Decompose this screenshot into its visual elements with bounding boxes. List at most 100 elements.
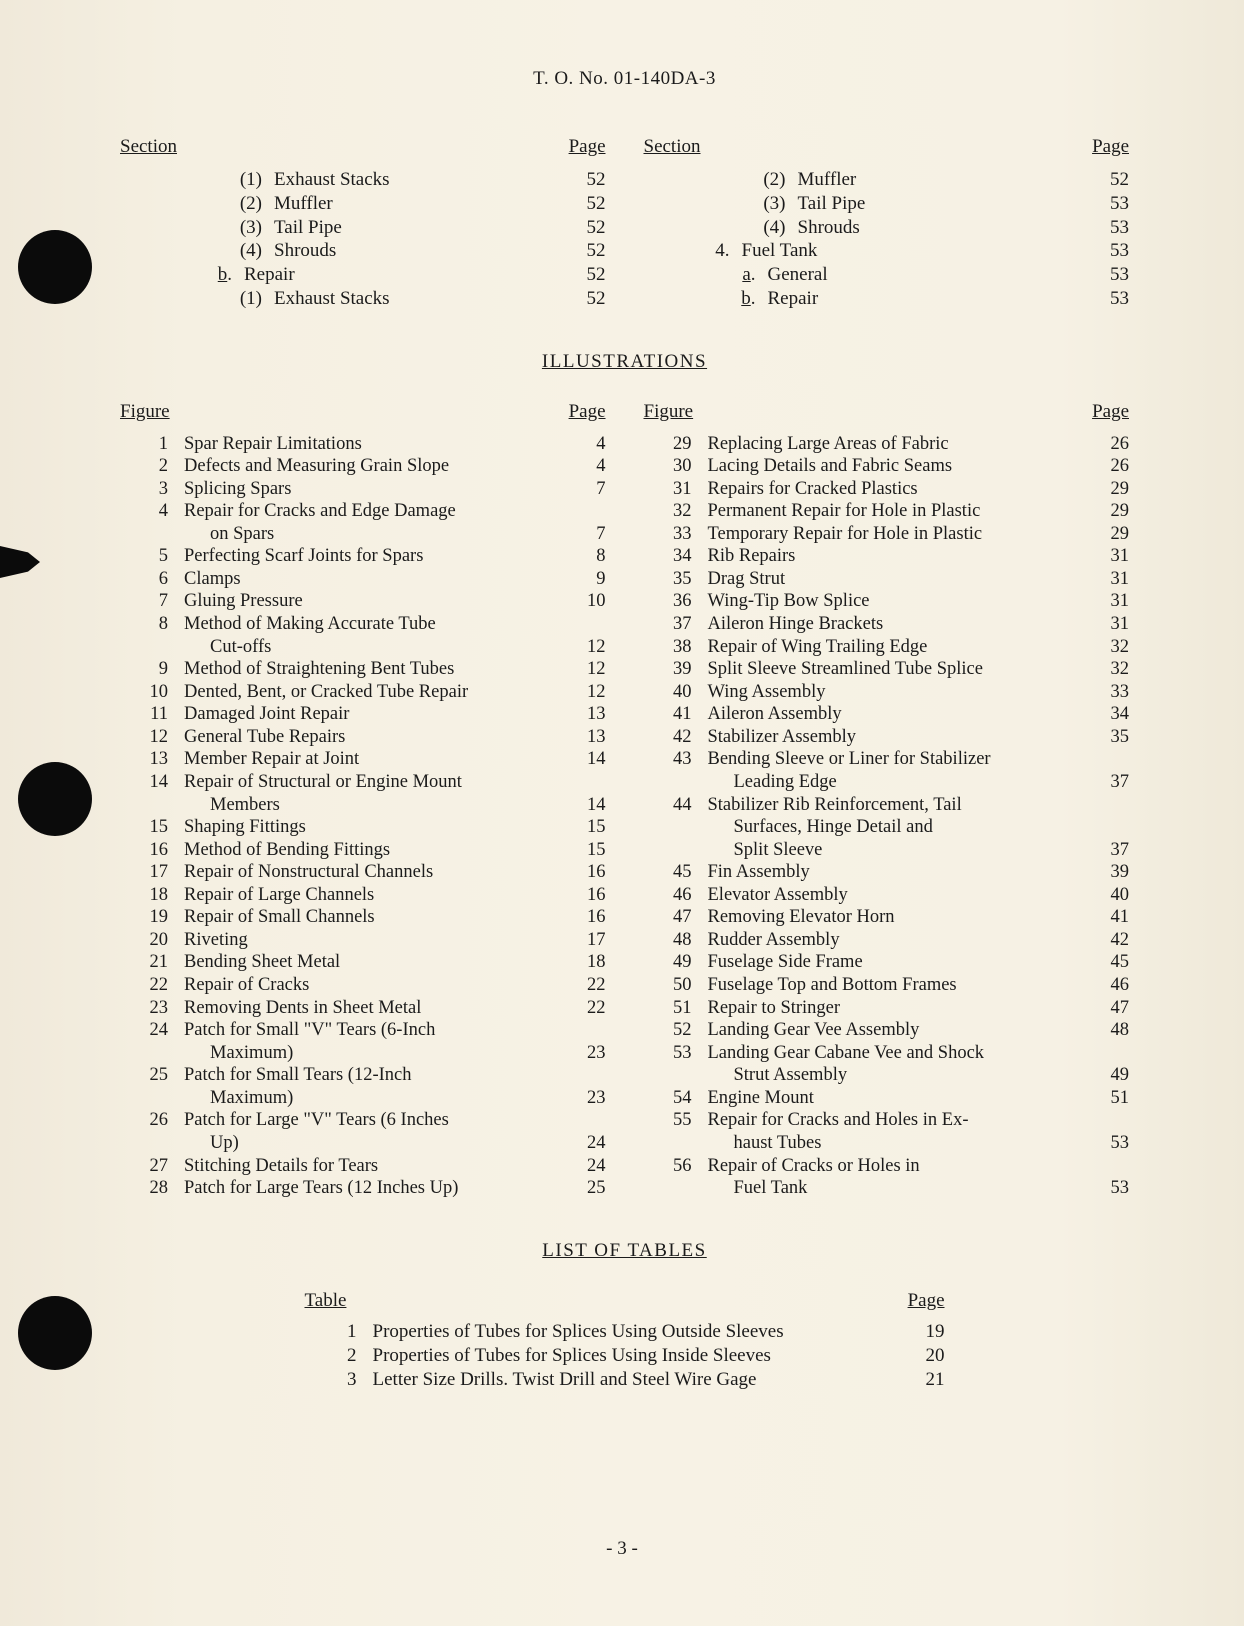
sections-toc: Section Page (1)Exhaust Stacks52(2)Muffl… <box>120 136 1129 311</box>
figure-title: Patch for Small "V" Tears (6-Inch <box>184 1019 564 1042</box>
figure-row: 29Replacing Large Areas of Fabric26 <box>644 433 1130 456</box>
figure-number: 49 <box>644 951 708 974</box>
figure-page: 31 <box>1087 545 1129 568</box>
figure-title: Defects and Measuring Grain Slope <box>184 455 564 478</box>
figure-number: 23 <box>120 997 184 1020</box>
figure-title: Method of Straightening Bent Tubes <box>184 658 564 681</box>
toc-section-row: (4)Shrouds53 <box>644 216 1130 240</box>
figure-page: 4 <box>564 433 606 456</box>
figure-page: 25 <box>564 1177 606 1200</box>
figure-number: 33 <box>644 523 708 546</box>
figure-number: 41 <box>644 703 708 726</box>
toc-title: Exhaust Stacks <box>274 168 566 192</box>
figure-row: 26Patch for Large "V" Tears (6 Inches <box>120 1109 606 1132</box>
figure-title: Patch for Large "V" Tears (6 Inches <box>184 1109 564 1132</box>
figure-row: 18Repair of Large Channels16 <box>120 884 606 907</box>
figure-row: 2Defects and Measuring Grain Slope4 <box>120 455 606 478</box>
toc-title: Repair <box>768 287 1090 311</box>
figure-row: 4Repair for Cracks and Edge Damage <box>120 500 606 523</box>
figure-heading: Figure <box>644 401 694 423</box>
figure-page: 29 <box>1087 500 1129 523</box>
figure-title: Member Repair at Joint <box>184 748 564 771</box>
figure-heading: Figure <box>120 401 170 423</box>
figure-title: Landing Gear Cabane Vee and Shock <box>708 1042 1088 1065</box>
toc-page: 53 <box>1089 216 1129 240</box>
figure-row-cont: Cut-offs12 <box>120 636 606 659</box>
figure-page: 26 <box>1087 433 1129 456</box>
figure-row: 19Repair of Small Channels16 <box>120 906 606 929</box>
figure-page: 40 <box>1087 884 1129 907</box>
figure-number: 1 <box>120 433 184 456</box>
toc-page: 52 <box>566 239 606 263</box>
figure-row: 7Gluing Pressure10 <box>120 590 606 613</box>
figure-title: Fuselage Side Frame <box>708 951 1088 974</box>
figure-title: Repair of Cracks <box>184 974 564 997</box>
figure-page: 16 <box>564 861 606 884</box>
figure-row: 23Removing Dents in Sheet Metal22 <box>120 997 606 1020</box>
figure-title: Repair for Cracks and Edge Damage <box>184 500 564 523</box>
table-page: 19 <box>897 1320 945 1344</box>
figure-page: 13 <box>564 703 606 726</box>
figure-page: 10 <box>564 590 606 613</box>
figure-row: 49Fuselage Side Frame45 <box>644 951 1130 974</box>
figure-row: 22Repair of Cracks22 <box>120 974 606 997</box>
figure-title: Method of Making Accurate Tube <box>184 613 564 636</box>
figure-number: 50 <box>644 974 708 997</box>
page-tear <box>0 546 40 578</box>
figure-row: 1Spar Repair Limitations4 <box>120 433 606 456</box>
toc-page: 52 <box>566 168 606 192</box>
illustrations-heading: ILLUSTRATIONS <box>120 351 1129 373</box>
figure-title: Split Sleeve Streamlined Tube Splice <box>708 658 1088 681</box>
figure-page: 33 <box>1087 681 1129 704</box>
figure-page: 12 <box>564 658 606 681</box>
figure-title: Fuselage Top and Bottom Frames <box>708 974 1088 997</box>
figure-title: Elevator Assembly <box>708 884 1088 907</box>
figure-row: 32Permanent Repair for Hole in Plastic29 <box>644 500 1130 523</box>
toc-title: General <box>768 263 1090 287</box>
figure-number: 54 <box>644 1087 708 1110</box>
figure-number: 3 <box>120 478 184 501</box>
table-title: Properties of Tubes for Splices Using In… <box>373 1344 897 1368</box>
figure-title: Wing Assembly <box>708 681 1088 704</box>
figure-row: 53Landing Gear Cabane Vee and Shock <box>644 1042 1130 1065</box>
figure-row: 27Stitching Details for Tears24 <box>120 1155 606 1178</box>
toc-number: (2) <box>644 168 786 192</box>
figure-title: Repair of Structural or Engine Mount <box>184 771 564 794</box>
figure-number: 26 <box>120 1109 184 1132</box>
figure-title: Drag Strut <box>708 568 1088 591</box>
figure-title: Repair of Nonstructural Channels <box>184 861 564 884</box>
figure-row: 55Repair for Cracks and Holes in Ex- <box>644 1109 1130 1132</box>
figure-title: Fin Assembly <box>708 861 1088 884</box>
figure-row: 31Repairs for Cracked Plastics29 <box>644 478 1130 501</box>
figure-title: Riveting <box>184 929 564 952</box>
figure-row-cont: haust Tubes53 <box>644 1132 1130 1155</box>
figure-number: 39 <box>644 658 708 681</box>
figure-number: 4 <box>120 500 184 523</box>
figure-title: Replacing Large Areas of Fabric <box>708 433 1088 456</box>
toc-section-row: (3)Tail Pipe53 <box>644 192 1130 216</box>
figure-number: 24 <box>120 1019 184 1042</box>
figure-number: 28 <box>120 1177 184 1200</box>
toc-section-row: (3)Tail Pipe52 <box>120 216 606 240</box>
figure-number: 45 <box>644 861 708 884</box>
figure-number: 5 <box>120 545 184 568</box>
toc-page: 53 <box>1089 263 1129 287</box>
figure-page: 17 <box>564 929 606 952</box>
table-row: 3Letter Size Drills. Twist Drill and Ste… <box>305 1368 945 1392</box>
figure-row: 36Wing-Tip Bow Splice31 <box>644 590 1130 613</box>
figure-title: Engine Mount <box>708 1087 1088 1110</box>
figure-row-cont: on Spars7 <box>120 523 606 546</box>
figure-row: 42Stabilizer Assembly35 <box>644 726 1130 749</box>
figure-row-cont: Surfaces, Hinge Detail and <box>644 816 1130 839</box>
figure-page: 42 <box>1087 929 1129 952</box>
toc-number: (4) <box>120 239 262 263</box>
figure-page: 15 <box>564 839 606 862</box>
figure-number: 36 <box>644 590 708 613</box>
toc-title: Muffler <box>274 192 566 216</box>
figure-title: Shaping Fittings <box>184 816 564 839</box>
page-heading: Page <box>569 136 606 158</box>
figure-number: 8 <box>120 613 184 636</box>
figure-row: 3Splicing Spars7 <box>120 478 606 501</box>
figure-number: 27 <box>120 1155 184 1178</box>
figure-row: 43Bending Sleeve or Liner for Stabilizer <box>644 748 1130 771</box>
